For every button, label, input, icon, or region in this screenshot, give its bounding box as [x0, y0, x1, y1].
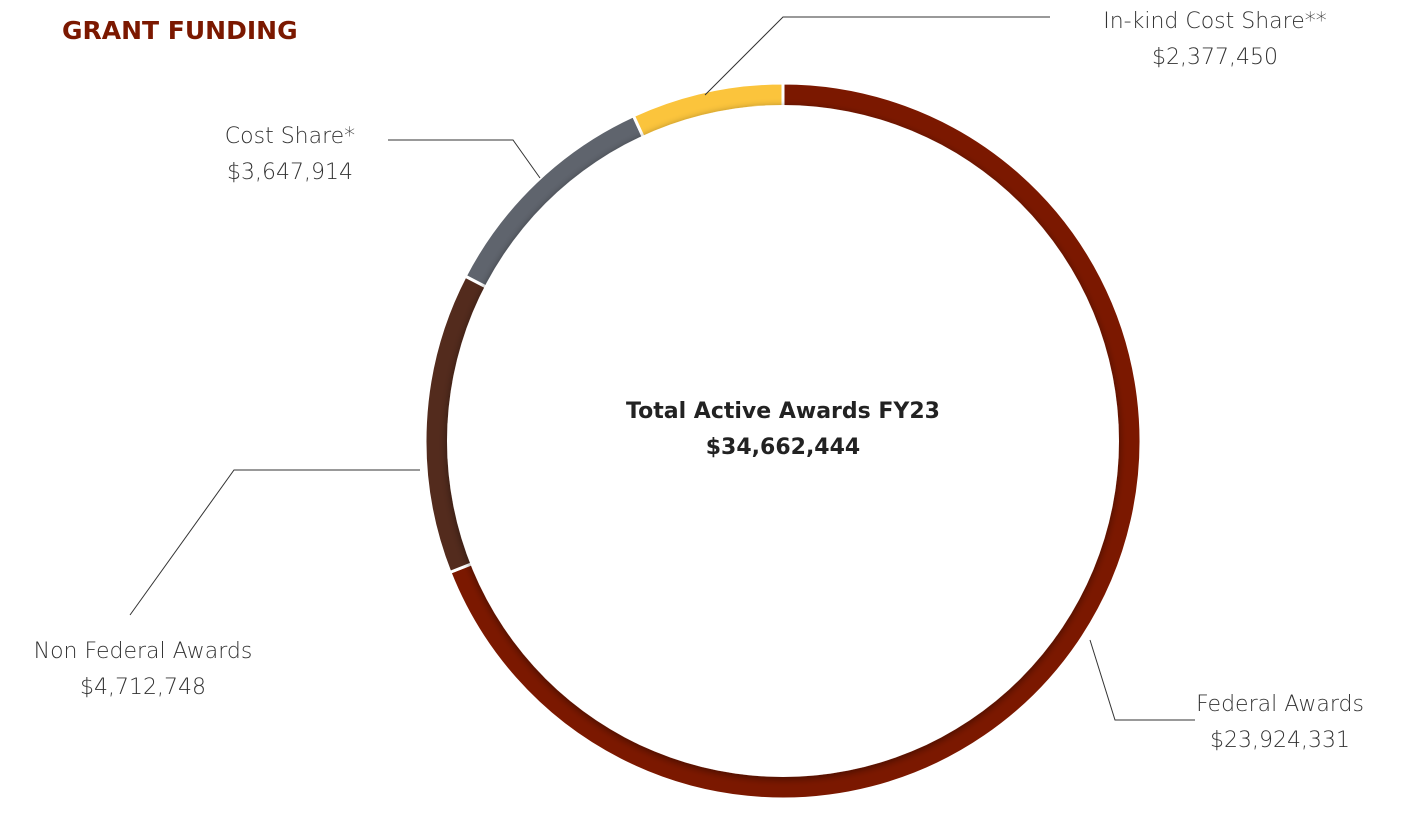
data-label: $4,712,748 — [80, 675, 206, 700]
leader-line — [704, 16, 1050, 96]
data-label: $2,377,450 — [1152, 45, 1278, 70]
center-value: $34,662,444 — [706, 435, 860, 460]
donut-hole — [447, 105, 1119, 777]
data-label: $23,924,331 — [1210, 728, 1350, 753]
leader-line — [388, 139, 541, 179]
leader-line — [1089, 639, 1195, 721]
legend-label: Federal Awards — [1196, 692, 1364, 717]
legend-label: Non Federal Awards — [34, 639, 253, 664]
legend-label: Cost Share* — [225, 124, 355, 149]
leader-line — [129, 469, 420, 616]
center-title: Total Active Awards FY23 — [626, 399, 940, 424]
chart-title: GRANT FUNDING — [62, 16, 298, 45]
legend-label: In-kind Cost Share** — [1103, 9, 1327, 34]
data-label: $3,647,914 — [227, 160, 353, 185]
